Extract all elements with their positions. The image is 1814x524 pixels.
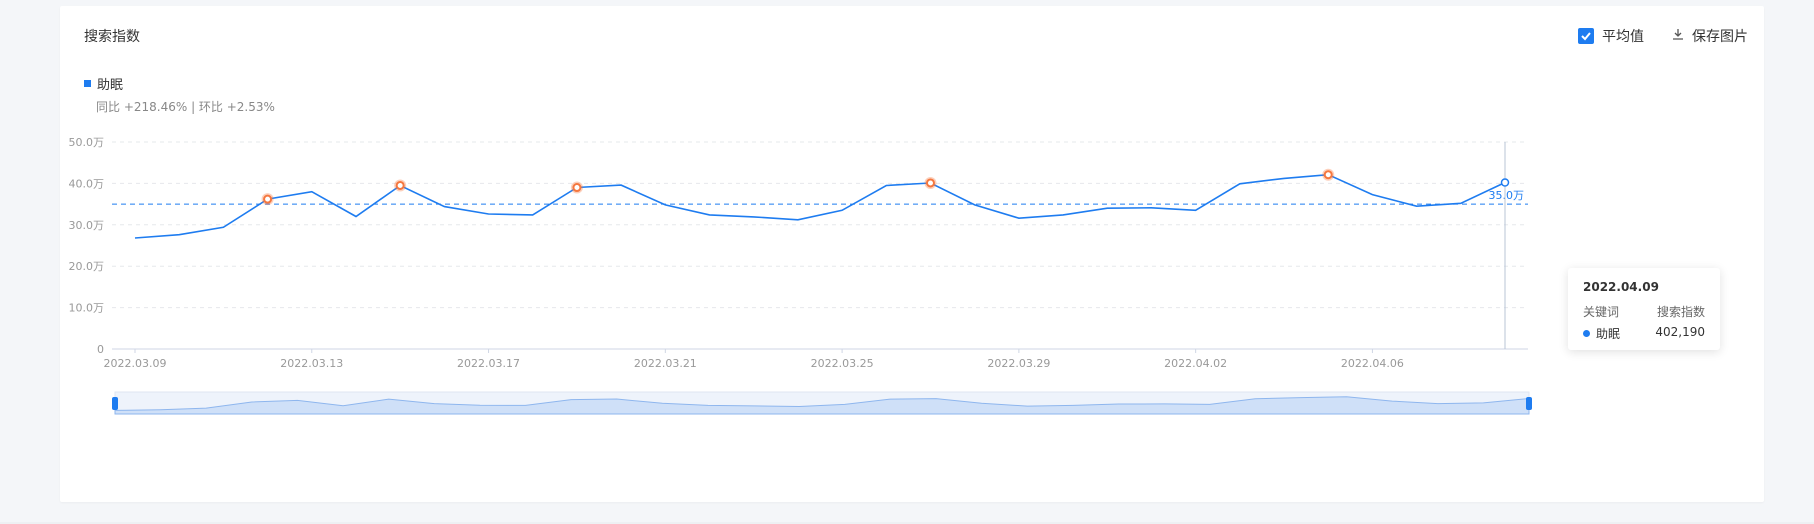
save-image-button[interactable]: 保存图片 <box>1672 26 1748 46</box>
data-point[interactable] <box>883 182 889 188</box>
data-point[interactable] <box>972 202 978 208</box>
x-tick-label: 2022.03.13 <box>280 357 343 370</box>
check-icon[interactable] <box>1578 28 1594 44</box>
search-index-card: 搜索指数 平均值 保存图片 助眠 同比 +218.46% | 环比 +2.53%… <box>60 6 1764 502</box>
panel-title: 搜索指数 <box>84 29 140 45</box>
data-point[interactable] <box>1458 200 1464 206</box>
y-tick-label: 20.0万 <box>69 260 105 273</box>
download-icon <box>1672 28 1684 44</box>
data-point[interactable] <box>1193 207 1199 213</box>
legend-label: 助眠 <box>97 78 124 93</box>
highlight-point[interactable] <box>572 183 582 193</box>
data-point[interactable] <box>1148 205 1154 211</box>
zoom-area <box>114 396 1530 415</box>
tooltip-date: 2022.04.09 <box>1583 280 1659 294</box>
highlight-point[interactable] <box>395 180 405 190</box>
toolbar: 平均值 保存图片 <box>1578 26 1748 46</box>
data-point[interactable] <box>707 212 713 218</box>
data-point[interactable] <box>1104 205 1110 211</box>
average-label: 35.0万 <box>1489 189 1525 202</box>
highlight-point[interactable] <box>1323 170 1333 180</box>
y-tick-label: 30.0万 <box>69 219 105 232</box>
save-image-label: 保存图片 <box>1692 29 1748 45</box>
average-toggle[interactable]: 平均值 <box>1578 26 1644 46</box>
data-point[interactable] <box>618 182 624 188</box>
zoom-handle-right[interactable] <box>1526 397 1532 410</box>
data-point[interactable] <box>751 214 757 220</box>
highlight-point[interactable] <box>925 178 935 188</box>
tooltip-keyword: 助眠 <box>1596 327 1621 341</box>
tooltip-series-dot <box>1583 330 1590 337</box>
data-point[interactable] <box>1414 203 1420 209</box>
x-tick-label: 2022.03.21 <box>634 357 697 370</box>
chart-tooltip: 2022.04.09 关键词 搜索指数 助眠 402,190 <box>1568 268 1720 350</box>
data-point[interactable] <box>441 204 447 210</box>
data-point[interactable] <box>839 207 845 213</box>
x-tick-label: 2022.03.25 <box>811 357 874 370</box>
data-point[interactable] <box>176 232 182 238</box>
highlight-point[interactable] <box>263 194 273 204</box>
y-tick-label: 50.0万 <box>69 136 105 149</box>
data-point[interactable] <box>353 214 359 220</box>
data-point[interactable] <box>309 189 315 195</box>
data-point[interactable] <box>795 217 801 223</box>
data-point[interactable] <box>1060 212 1066 218</box>
tooltip-keyword-header: 关键词 <box>1583 305 1620 319</box>
data-point[interactable] <box>1016 215 1022 221</box>
selected-point[interactable] <box>1500 178 1510 187</box>
x-tick-label: 2022.04.02 <box>1164 357 1227 370</box>
data-point[interactable] <box>1369 192 1375 198</box>
zoom-handle-left[interactable] <box>112 397 118 410</box>
data-point[interactable] <box>486 211 492 217</box>
line-chart[interactable]: 0 10.0万 20.0万 30.0万 40.0万 50.0万 2022.03.09 2022… <box>60 6 1764 502</box>
series-line <box>134 173 1506 239</box>
data-point[interactable] <box>1281 175 1287 181</box>
tooltip-value: 402,190 <box>1655 325 1705 339</box>
x-tick-label: 2022.03.17 <box>457 357 520 370</box>
legend-swatch <box>84 80 91 87</box>
data-point[interactable] <box>132 235 138 241</box>
x-tick-label: 2022.03.29 <box>987 357 1050 370</box>
data-point[interactable] <box>530 212 536 218</box>
data-point[interactable] <box>1237 181 1243 187</box>
page-divider <box>0 522 1814 524</box>
data-point[interactable] <box>662 202 668 208</box>
average-label: 平均值 <box>1602 29 1644 45</box>
x-tick-label: 2022.03.09 <box>104 357 167 370</box>
tooltip-index-header: 搜索指数 <box>1656 305 1705 319</box>
legend-item[interactable]: 助眠 <box>84 74 123 93</box>
data-point[interactable] <box>220 224 226 230</box>
y-tick-label: 10.0万 <box>69 302 105 315</box>
y-tick-label: 40.0万 <box>69 177 105 190</box>
y-tick-label: 0 <box>97 343 104 356</box>
x-tick-label: 2022.04.06 <box>1341 357 1404 370</box>
yoy-mom-stats: 同比 +218.46% | 环比 +2.53% <box>96 100 275 114</box>
